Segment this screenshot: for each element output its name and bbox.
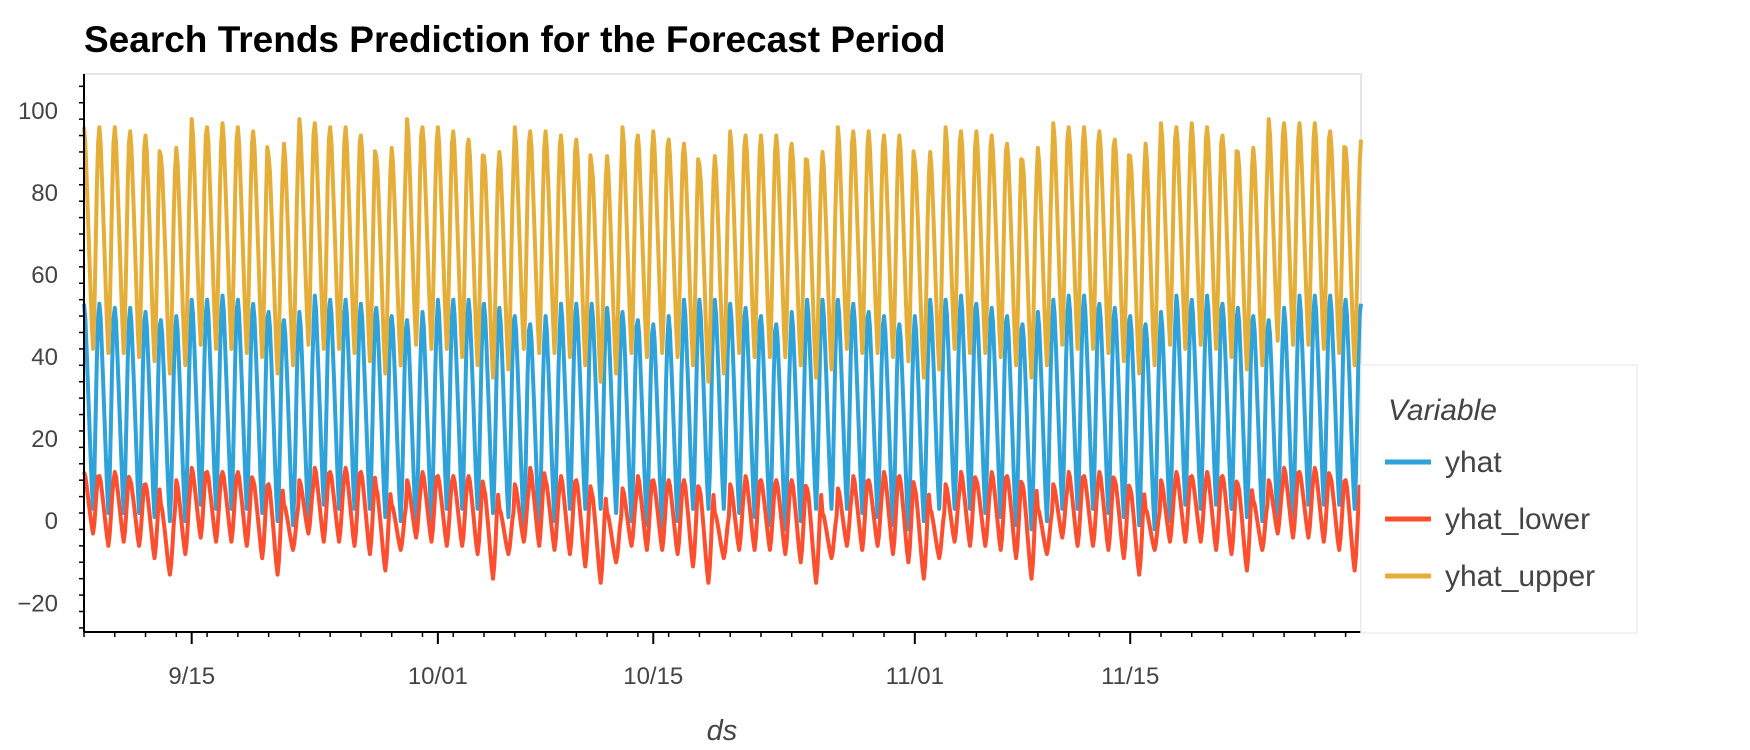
x-axis: 9/15 10/01 10/15 11/01 11/15 <box>83 631 1361 690</box>
chart-title: Search Trends Prediction for the Forecas… <box>84 19 946 60</box>
x-axis-label: ds <box>707 715 738 747</box>
legend: Variable yhat yhat_lower yhat_upper <box>1360 364 1638 634</box>
x-tick-label: 11/01 <box>886 663 944 690</box>
y-tick-label: −20 <box>17 590 58 617</box>
y-tick-label: 20 <box>31 426 58 453</box>
legend-box <box>1360 364 1638 634</box>
y-axis: −20 0 20 40 60 80 100 <box>17 74 85 632</box>
x-tick-label: 11/15 <box>1101 663 1159 690</box>
legend-label-yhat_upper: yhat_upper <box>1445 560 1595 593</box>
y-tick-label: 80 <box>31 180 58 207</box>
y-tick-label: 100 <box>18 98 58 125</box>
legend-label-yhat_lower: yhat_lower <box>1445 503 1590 536</box>
series-line-yhat <box>82 293 1363 532</box>
legend-title: Variable <box>1388 394 1497 427</box>
x-tick-label: 10/01 <box>408 663 468 690</box>
legend-label-yhat: yhat <box>1445 446 1502 479</box>
series-line-yhat_lower <box>82 465 1363 585</box>
series-layer <box>82 117 1363 585</box>
x-tick-label: 9/15 <box>168 663 215 690</box>
y-tick-label: 40 <box>31 344 58 371</box>
series-line-yhat_upper <box>82 117 1363 384</box>
y-tick-label: 0 <box>45 508 58 535</box>
y-tick-label: 60 <box>31 262 58 289</box>
x-tick-label: 10/15 <box>623 663 683 690</box>
